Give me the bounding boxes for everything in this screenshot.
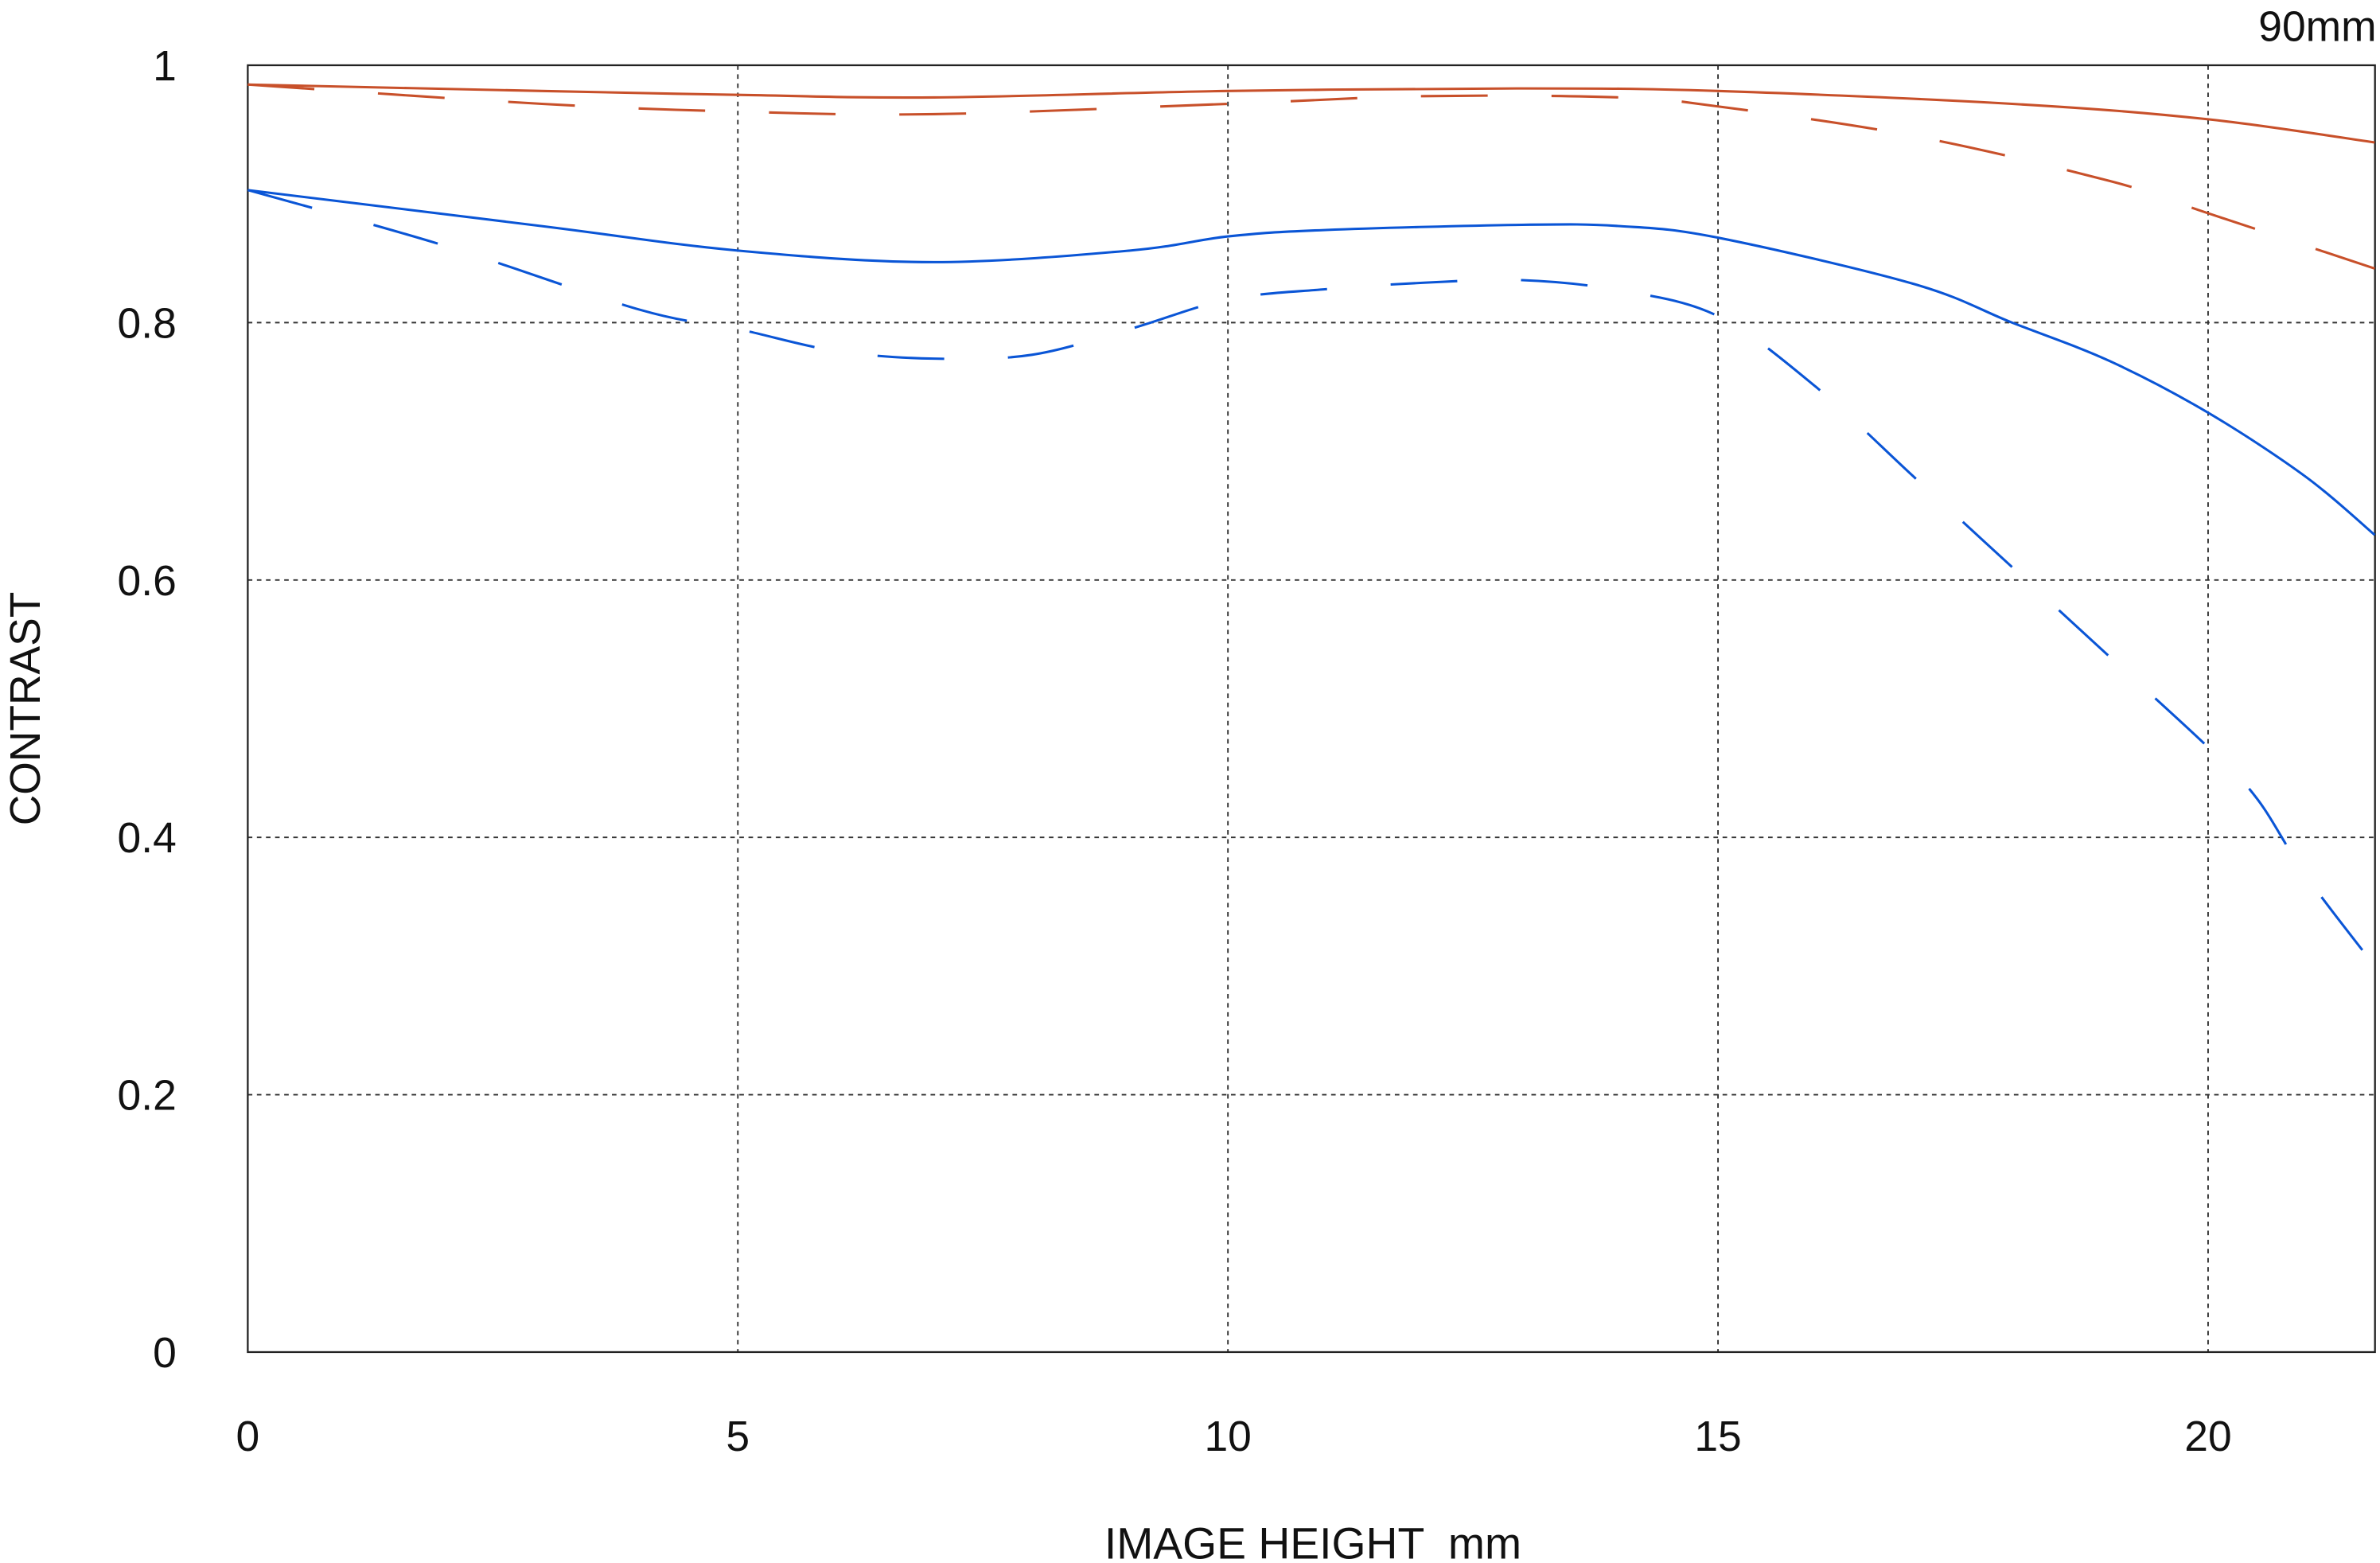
grid (247, 64, 2375, 1352)
series-blue-dashed (247, 189, 2376, 967)
x-tick-label: 15 (1694, 1413, 1741, 1460)
y-tick-label: 0.4 (118, 815, 177, 862)
x-tick-label: 20 (2184, 1413, 2231, 1460)
y-tick-label: 1 (153, 43, 177, 90)
plot-frame (247, 64, 2376, 1354)
series-blue-solid (247, 189, 2376, 536)
x-tick-label: 0 (236, 1413, 260, 1460)
chart-title: 90mm (2258, 3, 2376, 50)
series-red-dashed (247, 83, 2375, 270)
y-tick-label: 0.2 (118, 1073, 177, 1120)
series-red-solid (247, 83, 2375, 144)
series-group (247, 83, 2376, 967)
y-axis-label: CONTRAST (2, 592, 49, 826)
tick-labels: 0 5 10 15 20 0 0.2 0.4 0.6 0.8 1 (118, 43, 2232, 1460)
y-tick-label: 0 (153, 1330, 177, 1377)
x-tick-label: 5 (726, 1413, 750, 1460)
y-tick-label: 0.6 (118, 558, 177, 605)
x-tick-label: 10 (1204, 1413, 1251, 1460)
x-axis-label: IMAGE HEIGHT mm (1104, 1518, 1521, 1563)
y-tick-label: 0.8 (118, 300, 177, 347)
